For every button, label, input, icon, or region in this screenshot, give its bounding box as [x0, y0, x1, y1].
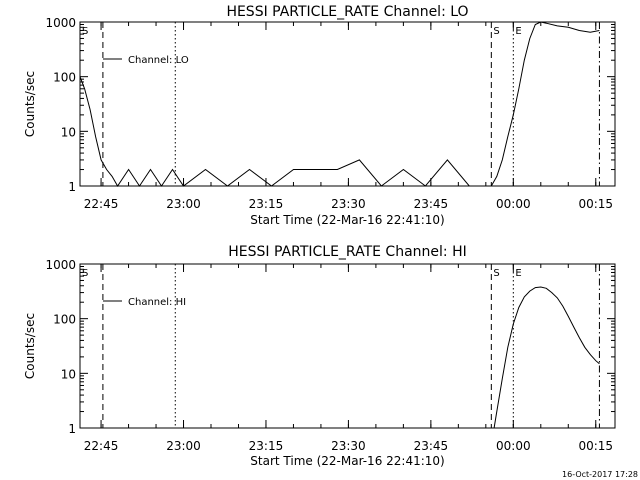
- generation-timestamp: 16-Oct-2017 17:28: [562, 470, 638, 479]
- y-tick-label: 1: [68, 422, 76, 436]
- x-tick-label: 23:30: [331, 197, 366, 211]
- lo-channel-panel: HESSI PARTICLE_RATE Channel: LO 1 10 100 100…: [23, 4, 616, 227]
- x-axis-label: Start Time (22-Mar-16 22:41:10): [250, 454, 444, 468]
- x-tick-label: 23:15: [249, 197, 284, 211]
- chart-title: HESSI PARTICLE_RATE Channel: LO: [226, 4, 468, 20]
- legend-label: Channel: LO: [128, 55, 189, 66]
- x-tick-label: 00:15: [578, 439, 613, 453]
- event-marker-label: S: [82, 26, 88, 37]
- chart-title: HESSI PARTICLE_RATE Channel: HI: [228, 244, 466, 260]
- y-axis-label: Counts/sec: [23, 71, 37, 137]
- y-tick-label: 1000: [45, 16, 76, 30]
- x-tick-label: 23:45: [414, 439, 449, 453]
- y-tick-label: 1: [68, 180, 76, 194]
- y-tick-label: 10: [61, 125, 76, 139]
- series-line: [493, 286, 600, 429]
- hi-channel-panel: HESSI PARTICLE_RATE Channel: HI 1 10 100 100…: [23, 244, 616, 468]
- y-tick-label: 100: [53, 71, 76, 85]
- plot-frame: [79, 263, 616, 429]
- plot-frame: [79, 21, 616, 187]
- x-tick-label: 00:15: [578, 197, 613, 211]
- y-tick-label: 100: [53, 313, 76, 327]
- event-marker-label: E: [515, 26, 521, 37]
- y-axis-label: Counts/sec: [23, 313, 37, 379]
- event-marker-label: S: [82, 268, 88, 279]
- x-tick-label: 00:00: [496, 197, 531, 211]
- y-tick-label: 1000: [45, 258, 76, 272]
- x-tick-label: 23:15: [249, 439, 284, 453]
- event-marker-label: S: [493, 26, 499, 37]
- series-line: [79, 21, 600, 187]
- x-tick-label: 23:00: [166, 439, 201, 453]
- x-tick-label: 23:30: [331, 439, 366, 453]
- x-tick-label: 22:45: [84, 439, 119, 453]
- x-tick-label: 00:00: [496, 439, 531, 453]
- x-axis-label: Start Time (22-Mar-16 22:41:10): [250, 213, 444, 227]
- y-tick-label: 10: [61, 367, 76, 381]
- event-marker-label: S: [493, 268, 499, 279]
- x-tick-label: 23:00: [166, 197, 201, 211]
- legend-label: Channel: HI: [128, 297, 186, 308]
- x-tick-label: 22:45: [84, 197, 119, 211]
- event-marker-label: E: [515, 268, 521, 279]
- x-tick-label: 23:45: [414, 197, 449, 211]
